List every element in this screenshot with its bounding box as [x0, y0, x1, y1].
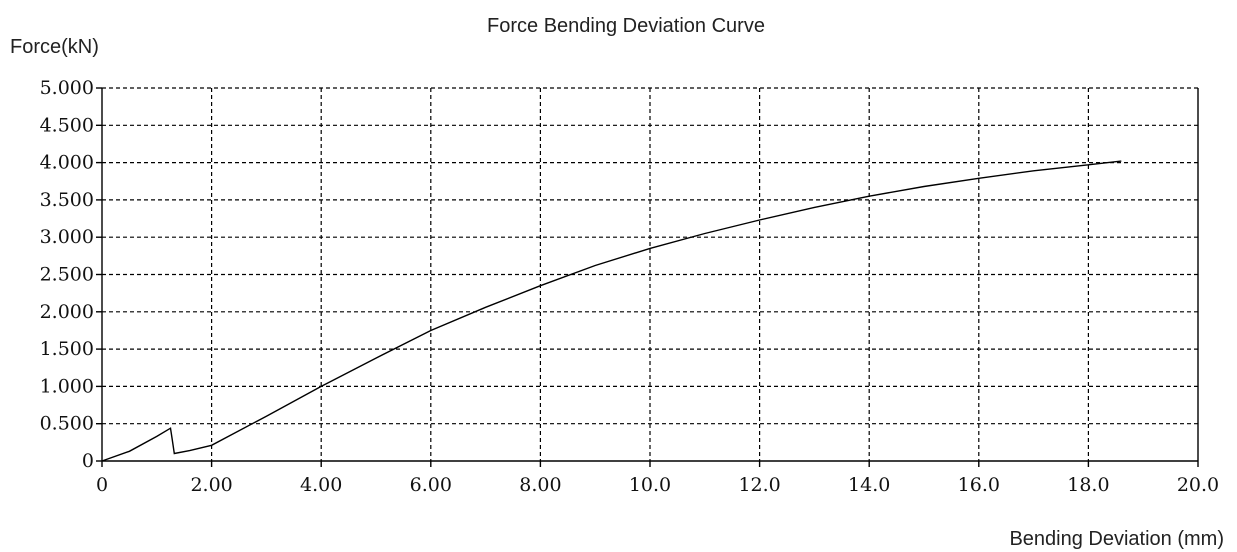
x-tick-label: 20.0	[1177, 474, 1219, 496]
y-axis-label: Force(kN)	[10, 36, 99, 58]
x-axis-label: Bending Deviation (mm)	[1009, 528, 1224, 550]
y-tick-label: 0	[82, 450, 94, 472]
chart-title: Force Bending Deviation Curve	[487, 15, 765, 37]
y-tick-label: 4.000	[40, 152, 94, 174]
y-tick-label: 3.000	[40, 226, 94, 248]
x-tick-label: 4.00	[300, 474, 342, 496]
y-tick-label: 0.500	[40, 413, 94, 435]
axes	[96, 87, 1199, 467]
y-tick-label: 3.500	[40, 189, 94, 211]
x-tick-label: 16.0	[958, 474, 1000, 496]
y-tick-label: 2.500	[40, 264, 94, 286]
tick-labels: 0 2.00 4.00 6.00 8.00 10.0 12.0 14.0 16.0 18.0 20.…	[40, 77, 1220, 496]
x-tick-label: 0	[96, 474, 108, 496]
x-tick-label: 2.00	[190, 474, 232, 496]
x-tick-label: 10.0	[629, 474, 671, 496]
force-curve-line	[101, 160, 1122, 462]
y-tick-label: 5.000	[40, 77, 94, 99]
grid-lines	[102, 87, 1198, 461]
x-tick-label: 12.0	[738, 474, 780, 496]
series-layer	[101, 160, 1122, 462]
x-tick-label: 6.00	[410, 474, 452, 496]
y-tick-label: 1.000	[40, 375, 94, 397]
y-tick-label: 1.500	[40, 338, 94, 360]
x-tick-label: 8.00	[519, 474, 561, 496]
x-tick-label: 14.0	[848, 474, 890, 496]
y-tick-label: 2.000	[40, 301, 94, 323]
y-tick-label: 4.500	[40, 114, 94, 136]
x-tick-label: 18.0	[1067, 474, 1109, 496]
